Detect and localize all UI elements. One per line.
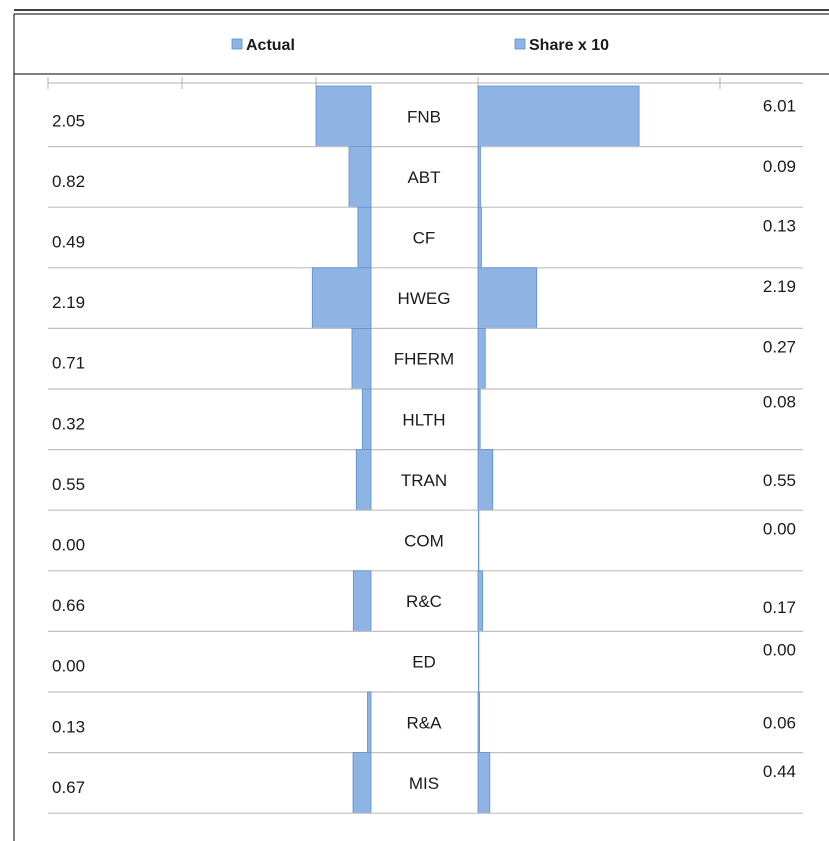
- value-label-actual-hlth: 0.32: [52, 414, 85, 433]
- value-label-share-cf: 0.13: [763, 217, 796, 236]
- value-label-actual-cf: 0.49: [52, 233, 85, 252]
- value-label-share-fnb: 6.01: [763, 96, 796, 115]
- bar-share-mis: [477, 752, 491, 814]
- bar-actual-r-a: [367, 691, 372, 753]
- bar-share-fherm: [477, 327, 486, 390]
- value-label-share-hweg: 2.19: [763, 277, 796, 296]
- chart-rows: FNB 2.05 6.01 ABT 0.82 0.09 CF 0.49 0.13 HWEG 2.19…: [48, 85, 803, 814]
- legend-label-share: Share x 10: [529, 37, 609, 54]
- bar-share-r-a: [477, 691, 481, 753]
- value-label-share-tran: 0.55: [763, 471, 796, 490]
- bar-actual-tran: [355, 449, 372, 511]
- bar-actual-cf: [357, 206, 372, 269]
- bar-actual-mis: [352, 752, 372, 814]
- category-label-tran: TRAN: [401, 471, 447, 490]
- category-label-ed: ED: [412, 653, 436, 672]
- bar-actual-abt: [348, 146, 372, 208]
- category-label-r-c: R&C: [406, 592, 442, 611]
- value-label-share-r-c: 0.17: [763, 598, 796, 617]
- category-label-abt: ABT: [407, 168, 440, 187]
- bar-share-com: [478, 510, 480, 571]
- value-label-actual-r-a: 0.13: [52, 717, 85, 736]
- category-label-cf: CF: [413, 229, 436, 248]
- category-label-hweg: HWEG: [398, 289, 451, 308]
- category-label-hlth: HLTH: [402, 410, 445, 429]
- legend-swatch-actual: [231, 38, 243, 50]
- legend: Actual Share x 10: [231, 37, 609, 54]
- value-label-share-ed: 0.00: [763, 641, 796, 660]
- bar-actual-fnb: [315, 85, 372, 147]
- value-label-actual-r-c: 0.66: [52, 596, 85, 615]
- bar-share-hweg: [477, 267, 538, 329]
- value-label-actual-tran: 0.55: [52, 475, 85, 494]
- value-label-actual-fnb: 2.05: [52, 111, 85, 130]
- value-label-actual-com: 0.00: [52, 536, 85, 555]
- bar-actual-hlth: [362, 388, 372, 450]
- legend-label-actual: Actual: [246, 37, 295, 54]
- value-label-actual-hweg: 2.19: [52, 293, 85, 312]
- value-label-share-abt: 0.09: [763, 157, 796, 176]
- bar-actual-hweg: [311, 267, 372, 329]
- value-label-share-fherm: 0.27: [763, 338, 796, 357]
- category-label-fherm: FHERM: [394, 350, 454, 369]
- value-label-actual-fherm: 0.71: [52, 354, 85, 373]
- value-label-actual-abt: 0.82: [52, 172, 85, 191]
- bar-share-abt: [477, 146, 481, 208]
- category-label-r-a: R&A: [407, 713, 443, 732]
- category-label-fnb: FNB: [407, 107, 441, 126]
- value-label-actual-mis: 0.67: [52, 778, 85, 797]
- bar-share-fnb: [477, 85, 640, 147]
- value-label-share-r-a: 0.06: [763, 713, 796, 732]
- bar-share-cf: [477, 206, 482, 269]
- bar-share-r-c: [477, 570, 483, 632]
- value-label-share-mis: 0.44: [763, 762, 796, 781]
- bar-actual-r-c: [352, 570, 372, 632]
- value-label-share-hlth: 0.08: [763, 392, 796, 411]
- category-label-com: COM: [404, 532, 444, 551]
- legend-swatch-share: [514, 38, 526, 50]
- category-label-mis: MIS: [409, 774, 439, 793]
- bar-share-tran: [477, 449, 494, 511]
- value-label-share-com: 0.00: [763, 520, 796, 539]
- bar-actual-fherm: [351, 327, 372, 390]
- bar-share-ed: [478, 631, 480, 692]
- bar-share-hlth: [477, 388, 481, 450]
- value-label-actual-ed: 0.00: [52, 657, 85, 676]
